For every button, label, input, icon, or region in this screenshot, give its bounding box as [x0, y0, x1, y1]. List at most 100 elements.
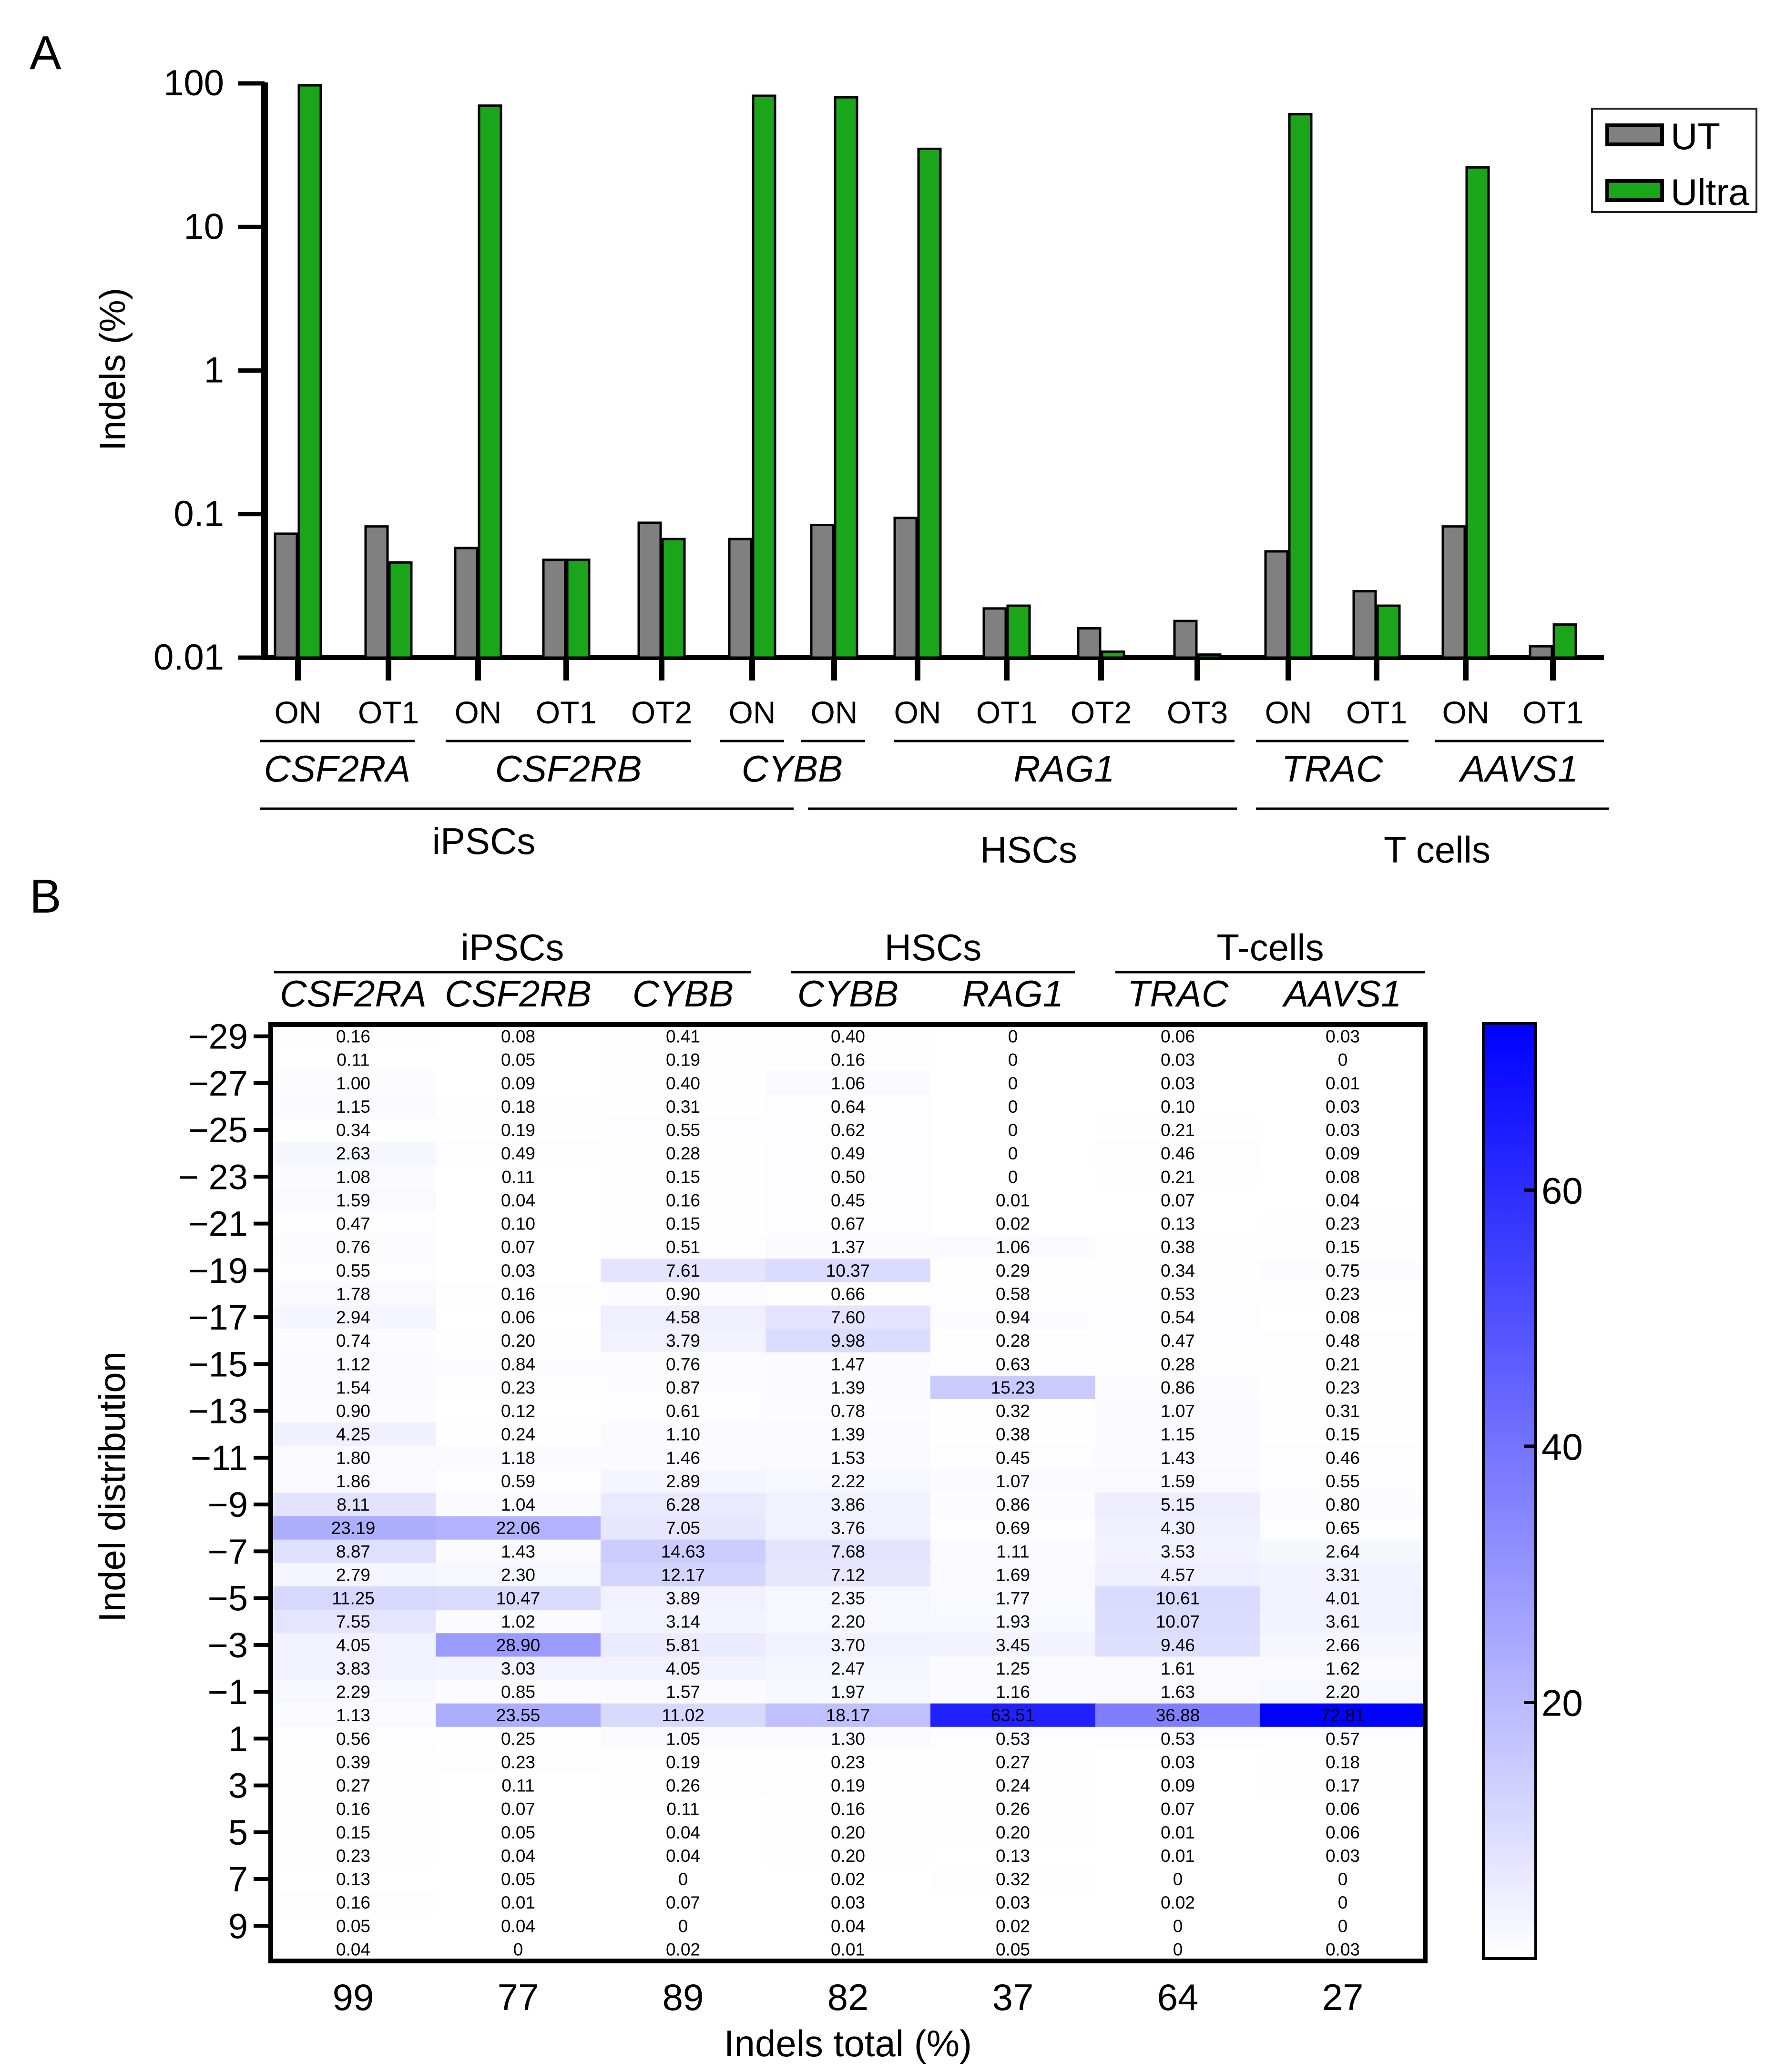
heatmap-cell-value: 0.01	[1161, 1823, 1195, 1842]
heatmap-cell-value: 0.19	[831, 1776, 865, 1796]
heatmap-cell-value: 1.43	[1161, 1448, 1195, 1468]
bar-ut	[810, 524, 835, 659]
heatmap-cell-value: 10.07	[1156, 1612, 1200, 1632]
heatmap-cell-value: 0	[1008, 1097, 1018, 1117]
heatmap-cell	[271, 1703, 436, 1727]
heatmap-cell-value: 0.03	[501, 1261, 535, 1280]
heatmap-cell-value: 0.59	[501, 1472, 535, 1491]
heatmap-cell-value: 0.02	[831, 1869, 865, 1889]
heatmap-cell-value: 0.46	[1161, 1144, 1195, 1163]
heatmap-cell	[601, 1890, 766, 1915]
heatmap-cell-value: 0.49	[501, 1144, 535, 1163]
heatmap-cell-value: 3.89	[666, 1589, 700, 1608]
heatmap-cell-value: 10.61	[1156, 1589, 1200, 1608]
heatmap-cell	[436, 1235, 601, 1259]
heatmap-cell	[766, 1656, 931, 1680]
heatmap-cell	[601, 1703, 766, 1727]
heatmap-cell-value: 3.03	[501, 1659, 535, 1678]
heatmap-cell	[601, 1680, 766, 1704]
heatmap-cell	[271, 1048, 436, 1072]
heatmap-cell-value: 0.03	[1326, 1097, 1360, 1117]
heatmap-cell	[601, 1937, 766, 1961]
heatmap-cell	[436, 1586, 601, 1610]
heatmap-cell	[436, 1797, 601, 1821]
heatmap-cell-value: 0.23	[501, 1752, 535, 1772]
heatmap-cell	[271, 1118, 436, 1142]
heatmap-column-label: RAG1	[962, 973, 1063, 1015]
heatmap-cell-value: 1.47	[831, 1354, 865, 1374]
heatmap-cell-value: 0.45	[831, 1190, 865, 1210]
heatmap-cell	[436, 1095, 601, 1118]
heatmap-cell-value: 0.90	[336, 1402, 370, 1421]
heatmap-cell-value: 0.76	[666, 1354, 700, 1374]
bar-ut	[1352, 590, 1377, 659]
heatmap-cell	[766, 1165, 931, 1189]
heatmap-cell-value: 0.05	[501, 1823, 535, 1842]
heatmap-cell	[601, 1259, 766, 1282]
heatmap-cell	[271, 1141, 436, 1166]
heatmap-cell	[930, 1914, 1096, 1938]
heatmap-cell-value: 0.13	[1161, 1214, 1195, 1234]
gene-group-label: CSF2RA	[264, 748, 411, 790]
heatmap-cell-value: 0.27	[996, 1752, 1030, 1772]
cell-group-label: T cells	[1384, 829, 1490, 871]
heatmap-cell-value: 0.11	[337, 1050, 369, 1070]
heatmap-cell-value: 0.13	[996, 1846, 1030, 1866]
heatmap-cell	[601, 1914, 766, 1938]
heatmap-cell-value: 3.61	[1326, 1612, 1360, 1632]
y-tick-label: 1	[204, 350, 224, 391]
heatmap-cell	[1095, 1914, 1261, 1938]
heatmap-cell-value: 0	[1338, 1050, 1348, 1070]
heatmap-cell	[766, 1422, 931, 1446]
heatmap-cell-value: 0.10	[1161, 1097, 1195, 1117]
y-tick-label: 100	[163, 63, 224, 103]
heatmap-cell-value: 0.04	[666, 1823, 700, 1842]
heatmap-cell	[930, 1095, 1096, 1118]
heatmap-cell-value: 0.02	[996, 1214, 1030, 1234]
heatmap-cell	[1260, 1212, 1426, 1236]
heatmap-column-label: TRAC	[1127, 973, 1229, 1015]
heatmap-cell	[271, 1586, 436, 1610]
heatmap-cell-value: 4.01	[1326, 1589, 1360, 1608]
heatmap-cell-value: 0.31	[666, 1097, 700, 1117]
heatmap-cell-value: 0.51	[666, 1238, 700, 1257]
heatmap-cell-value: 0.86	[1161, 1378, 1195, 1397]
heatmap-cell	[271, 1563, 436, 1587]
bar-ut	[1529, 645, 1553, 659]
y-tick-label: 10	[184, 206, 224, 247]
heatmap-cell-value: 4.30	[1161, 1518, 1195, 1538]
heatmap-cell-value: 0.04	[1326, 1190, 1360, 1210]
heatmap-cell	[271, 1235, 436, 1259]
heatmap-cell-value: 0.03	[1326, 1027, 1360, 1046]
heatmap-cell-value: 1.54	[336, 1378, 370, 1397]
heatmap-cell-value: 72.81	[1321, 1706, 1365, 1725]
heatmap-cell	[271, 1914, 436, 1938]
heatmap-cell-value: 0.09	[1161, 1776, 1195, 1796]
heatmap-cell-value: 2.66	[1326, 1635, 1360, 1655]
heatmap-cell	[766, 1282, 931, 1306]
heatmap-cell	[436, 1703, 601, 1727]
heatmap-cell	[436, 1610, 601, 1634]
heatmap-cell	[1260, 1820, 1426, 1844]
heatmap-cell-value: 0.17	[1326, 1776, 1360, 1796]
heatmap-cell-value: 0.40	[831, 1027, 865, 1046]
heatmap-cell	[436, 1446, 601, 1470]
heatmap-cell	[601, 1212, 766, 1236]
heatmap-cell	[1095, 1141, 1261, 1166]
heatmap-cell	[601, 1516, 766, 1540]
heatmap-cell	[766, 1890, 931, 1915]
heatmap-cell	[1095, 1329, 1261, 1353]
heatmap-cell-value: 1.30	[831, 1729, 865, 1748]
heatmap-cell	[930, 1516, 1096, 1540]
heatmap-cell	[1095, 1469, 1261, 1493]
heatmap-cell	[766, 1563, 931, 1587]
heatmap-cell-value: 36.88	[1156, 1706, 1200, 1725]
heatmap-cell	[601, 1656, 766, 1680]
heatmap-cell-value: 0.15	[336, 1823, 370, 1842]
heatmap-cell-value: 4.05	[666, 1659, 700, 1678]
heatmap-cell	[271, 1937, 436, 1961]
heatmap-cell	[1095, 1048, 1261, 1072]
heatmap-y-tick-label: −29	[188, 1017, 248, 1056]
heatmap-cell	[601, 1165, 766, 1189]
